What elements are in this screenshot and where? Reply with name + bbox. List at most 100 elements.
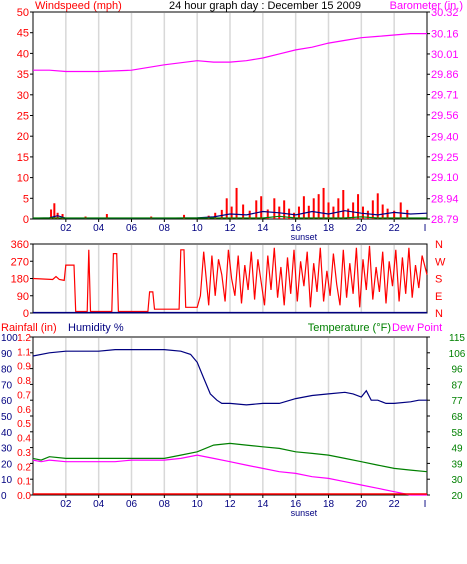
barometer-tick-label: 29.10 [431, 172, 459, 184]
wind-green-line [33, 215, 427, 219]
rain-tick-label: 0.2 [17, 462, 31, 473]
wind-gust-bar [230, 206, 233, 219]
x-tick-label: 18 [323, 499, 335, 510]
wind-gust-bar [50, 209, 53, 219]
wind-gust-bar [399, 202, 402, 219]
direction-tick-label: 270 [11, 256, 29, 268]
rainfall-axis-label: Rainfall (in) [1, 322, 57, 334]
barometer-tick-label: 29.71 [431, 90, 459, 102]
x-tick-label: 12 [224, 223, 236, 234]
humidity-tick-label: 20 [1, 459, 13, 470]
x-tick-label: 14 [257, 499, 269, 510]
wind-gust-bar [183, 214, 186, 219]
wind-gust-bar [352, 202, 355, 219]
compass-label: W [435, 256, 446, 268]
temperature-tick-label: 30 [451, 475, 463, 486]
wind-gust-bar [214, 212, 217, 219]
wind-axis-label: Windspeed (mph) [35, 0, 122, 12]
rain-tick-label: 0.7 [17, 390, 31, 401]
wind-gust-bar [105, 214, 108, 219]
barometer-tick-label: 28.79 [431, 214, 459, 226]
temperature-tick-label: 39 [451, 459, 463, 470]
wind-gust-bar [342, 190, 345, 219]
wind-gust-bar [53, 203, 56, 219]
x-tick-label: 08 [159, 223, 171, 234]
wind-gust-bar [297, 206, 300, 219]
wind-gust-bar [260, 196, 263, 219]
x-tick-label: 20 [356, 499, 368, 510]
humidity-tick-label: 60 [1, 396, 13, 407]
barometer-axis-label: Barometer (in.) [390, 0, 463, 12]
rain-tick-label: 1.1 [17, 347, 31, 358]
humidity-tick-label: 70 [1, 380, 13, 391]
wind-gust-bar [220, 209, 223, 219]
temperature-tick-label: 106 [449, 349, 466, 360]
barometer-line [33, 32, 427, 73]
x-tick-label: 06 [126, 499, 138, 510]
direction-tick-label: 360 [11, 239, 29, 251]
barometer-tick-label: 29.56 [431, 110, 459, 122]
barometer-tick-label: 29.25 [431, 152, 459, 164]
sunset-label: sunset [291, 232, 318, 242]
wind-gust-bar [293, 212, 296, 219]
wind-gust-bar [337, 198, 340, 219]
wind-gust-bar [322, 187, 325, 219]
temperature-tick-label: 20 [451, 491, 463, 502]
wind-tick-label: 30 [17, 90, 29, 102]
wind-gust-bar [406, 209, 409, 219]
rain-tick-label: 0.8 [17, 376, 31, 387]
x-tick-label: 04 [93, 223, 105, 234]
x-end-tick-label: I [424, 223, 427, 234]
barometer-tick-label: 30.16 [431, 29, 459, 41]
temperature-tick-label: 77 [451, 396, 463, 407]
wind-gust-bar [371, 200, 374, 219]
wind-gust-bar [61, 214, 64, 219]
wind-tick-label: 50 [17, 7, 29, 19]
x-tick-label: 06 [126, 223, 138, 234]
x-tick-label: 10 [192, 499, 204, 510]
humidity-tick-label: 0 [1, 491, 7, 502]
humidity-tick-label: 30 [1, 444, 13, 455]
wind-tick-label: 40 [17, 48, 29, 60]
wind-gust-bar [242, 204, 245, 219]
wind-gust-bar [393, 210, 396, 219]
wind-direction-line [32, 245, 428, 313]
x-tick-label: 02 [60, 223, 72, 234]
x-tick-label: 04 [93, 499, 105, 510]
rain-tick-label: 0.3 [17, 448, 31, 459]
wind-gust-bar [327, 202, 330, 219]
chart-title: 24 hour graph day : December 15 2009 [169, 0, 361, 12]
wind-gust-bar [317, 194, 320, 219]
direction-tick-label: 90 [17, 291, 29, 303]
humidity-tick-label: 50 [1, 412, 13, 423]
wind-tick-label: 15 [17, 152, 29, 164]
x-tick-label: 16 [290, 223, 302, 234]
x-tick-label: 08 [159, 499, 171, 510]
wind-tick-label: 5 [23, 193, 29, 205]
humidity-axis-label: Humidity % [68, 322, 124, 334]
rain-tick-label: 0.1 [17, 477, 31, 488]
wind-gust-bar [366, 210, 369, 219]
temperature-tick-label: 87 [451, 380, 463, 391]
humidity-tick-label: 80 [1, 365, 13, 376]
wind-gust-bar [225, 198, 228, 219]
wind-gust-bar [302, 196, 305, 219]
compass-label: N [435, 308, 443, 320]
x-tick-label: 14 [257, 223, 269, 234]
humidity-tick-label: 90 [1, 349, 13, 360]
x-tick-label: 16 [290, 499, 302, 510]
humidity-tick-label: 40 [1, 428, 13, 439]
wind-tick-label: 45 [17, 28, 29, 40]
x-tick-label: 10 [192, 223, 204, 234]
temperature-tick-label: 49 [451, 444, 463, 455]
direction-tick-label: 180 [11, 274, 29, 286]
temperature-tick-label: 68 [451, 412, 463, 423]
x-end-tick-label: I [424, 499, 427, 510]
rain-tick-label: 0.5 [17, 419, 31, 430]
wind-tick-label: 20 [17, 131, 29, 143]
sunset-label: sunset [291, 508, 318, 518]
wind-gust-bar [312, 198, 315, 219]
wind-gust-bar [255, 200, 258, 219]
